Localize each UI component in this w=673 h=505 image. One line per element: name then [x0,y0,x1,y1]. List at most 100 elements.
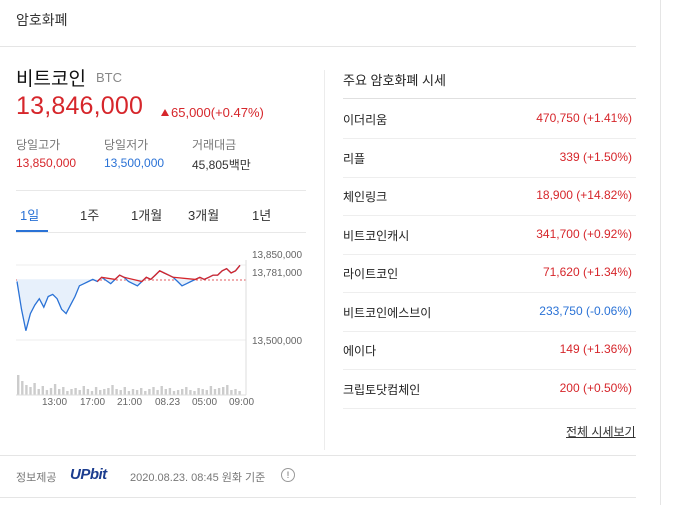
volume-bar [99,390,102,395]
volume-bar [29,387,32,395]
coin-name[interactable]: 비트코인 [16,69,86,90]
divider [16,232,306,233]
tab-3month[interactable]: 3개월 [188,208,220,223]
volume-bar [234,389,237,395]
volume-bar [103,389,106,395]
volume-value: 45,805백만 [192,158,251,172]
up-arrow-icon [161,109,169,116]
chart-line-below [16,264,241,331]
crypto-value: 233,750 (-0.06%) [539,303,632,318]
volume-bar [41,386,44,395]
volume-bar [144,391,147,395]
volume-label: 거래대금 [192,138,237,152]
volume-bar [140,388,143,395]
tab-1month[interactable]: 1개월 [131,208,163,223]
volume-bar [205,390,208,395]
y-tick-label: 13,500,000 [252,336,303,347]
volume-bar [213,389,217,395]
volume-bar [168,388,172,395]
volume-bar [222,387,225,395]
volume-bar [131,389,135,395]
volume-bars [17,375,241,395]
tab-1year[interactable]: 1년 [252,208,272,223]
volume-bar [66,391,69,395]
crypto-name[interactable]: 크립토닷컴체인 [343,382,421,397]
current-price: 13,846,000 [16,92,144,120]
x-tick-label: 08.23 [155,397,181,408]
crypto-row[interactable]: 비트코인에스브이 233,750 (-0.06%) [343,293,636,332]
volume-bar [49,388,53,395]
crypto-value: 71,620 (+1.34%) [542,265,632,279]
y-tick-label: 13,850,000 [252,250,303,261]
crypto-name[interactable]: 비트코인캐시 [343,228,410,243]
crypto-row[interactable]: 크립토닷컴체인 200 (+0.50%) [343,370,636,409]
volume-bar [230,390,233,395]
crypto-name[interactable]: 이더리움 [343,113,388,127]
volume-bar [156,390,159,395]
crypto-name[interactable]: 리플 [343,151,366,166]
divider [660,0,661,505]
volume-bar [201,389,204,395]
crypto-row[interactable]: 리플 339 (+1.50%) [343,139,636,178]
crypto-name[interactable]: 라이트코인 [343,267,399,281]
crypto-value: 200 (+0.50%) [559,380,632,395]
crypto-row[interactable]: 비트코인캐시 341,700 (+0.92%) [343,216,636,255]
crypto-name[interactable]: 체인링크 [343,190,388,204]
crypto-value: 470,750 (+1.41%) [536,111,632,125]
volume-bar [58,389,61,395]
volume-bar [37,389,40,395]
crypto-row[interactable]: 이더리움 470,750 (+1.41%) [343,100,636,139]
volume-bar [17,375,20,395]
volume-bar [82,386,85,395]
crypto-value: 339 (+1.50%) [559,149,632,164]
divider [0,46,636,47]
x-tick-label: 17:00 [80,397,106,408]
volume-bar [148,389,151,395]
crypto-name[interactable]: 비트코인에스브이 [343,305,432,320]
volume-bar [74,388,77,395]
price-change: 65,000(+0.47%) [161,105,264,120]
price-chart [16,260,247,396]
source-label: 정보제공 [16,472,57,484]
volume-bar [107,388,110,395]
upbit-logo[interactable]: UPbit [70,466,107,483]
volume-bar [86,389,90,395]
crypto-row[interactable]: 체인링크 18,900 (+14.82%) [343,177,636,216]
chart-area-fill [17,279,240,331]
x-tick-label: 13:00 [42,397,68,408]
volume-bar [226,385,229,395]
day-low-label: 당일저가 [104,138,149,152]
volume-bar [111,385,114,395]
divider [343,98,636,99]
volume-bar [135,390,139,395]
volume-bar [164,389,167,395]
info-icon[interactable]: ! [281,468,295,482]
volume-bar [119,390,122,395]
x-tick-label: 21:00 [117,397,143,408]
volume-bar [25,385,28,395]
volume-bar [217,388,221,395]
volume-bar [189,390,192,395]
volume-bar [123,387,126,395]
crypto-value: 341,700 (+0.92%) [536,226,632,241]
tab-1week[interactable]: 1주 [80,208,100,223]
tab-1day[interactable]: 1일 [20,208,40,223]
view-all-link[interactable]: 전체 시세보기 [566,425,636,439]
day-high-label: 당일고가 [16,138,61,152]
volume-bar [45,390,49,395]
volume-bar [78,390,81,395]
crypto-row[interactable]: 에이다 149 (+1.36%) [343,331,636,370]
active-tab-indicator [16,230,48,232]
volume-bar [193,391,196,395]
divider [0,497,636,498]
crypto-row[interactable]: 라이트코인 71,620 (+1.34%) [343,254,636,293]
volume-bar [70,389,73,395]
right-panel-title: 주요 암호화폐 시세 [343,73,446,88]
volume-bar [209,386,213,395]
crypto-name[interactable]: 에이다 [343,344,377,358]
coin-symbol: BTC [96,70,122,85]
volume-bar [152,387,155,395]
volume-bar [176,390,180,395]
y-tick-label: 13,781,000 [252,268,303,279]
crypto-value: 18,900 (+14.82%) [536,188,632,202]
